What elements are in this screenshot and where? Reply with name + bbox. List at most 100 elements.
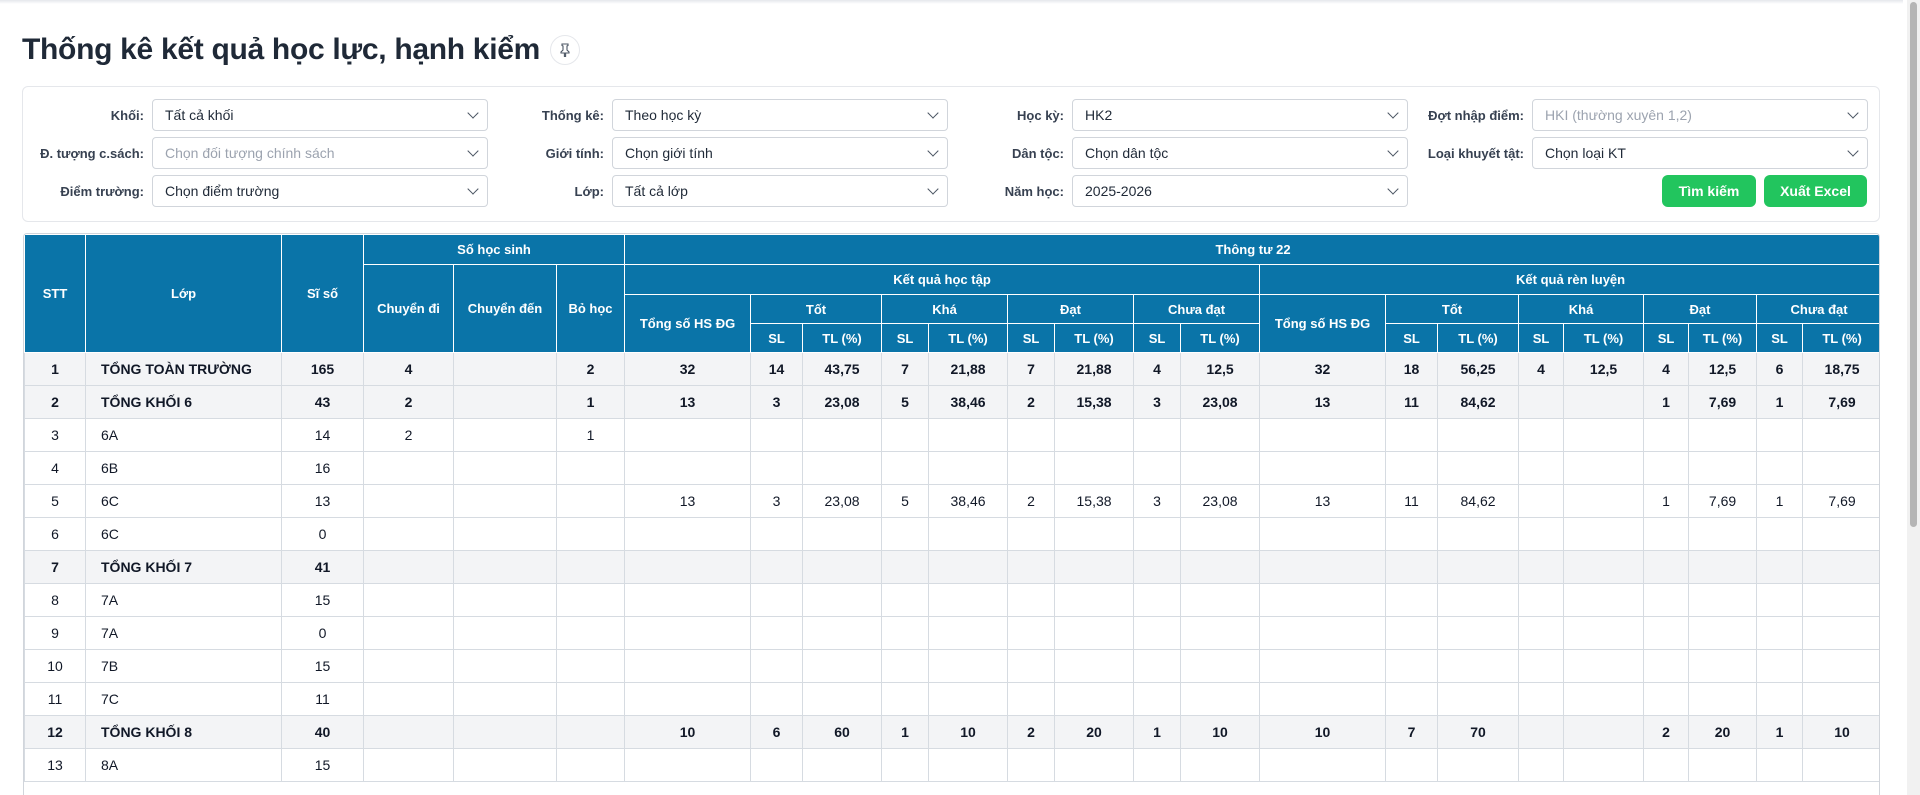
lop-select[interactable]: Tất cả lớp (612, 175, 948, 207)
table-cell: 0 (281, 616, 364, 650)
table-row: 12 TỔNG KHỐI 8 40 10 6 60 1 10 2 20 1 10 10 7 70 2 20 1 10 (24, 715, 1879, 749)
pin-icon[interactable] (550, 35, 580, 65)
table-cell (1518, 484, 1565, 518)
doi-tuong-select[interactable]: Chọn đối tượng chính sách (152, 137, 488, 169)
header-tl: TL (%) (1563, 323, 1645, 353)
lop-label: Lớp: (574, 183, 604, 199)
table-cell (363, 550, 454, 584)
table-cell: TỔNG KHỐI 7 (85, 550, 282, 584)
table-cell (802, 550, 883, 584)
dan-toc-select[interactable]: Chọn dân tộc (1072, 137, 1408, 169)
table-cell (1563, 385, 1645, 419)
header-chuyen-di: Chuyển đi (363, 264, 454, 353)
table-cell (1756, 748, 1804, 782)
table-cell (1054, 517, 1135, 551)
table-cell: 23,08 (802, 484, 883, 518)
stats-table-container: STT Lớp Sĩ số Số học sinh Thông tư 22 Ch… (23, 233, 1880, 795)
table-cell: 15,38 (1054, 385, 1135, 419)
table-cell: 10 (24, 649, 86, 683)
table-cell (1643, 583, 1690, 617)
table-cell (1563, 517, 1645, 551)
thong-ke-value: Theo học kỳ (625, 107, 702, 123)
table-cell (1756, 682, 1804, 716)
table-cell (1133, 451, 1182, 485)
table-cell (1756, 550, 1804, 584)
nam-hoc-select[interactable]: 2025-2026 (1072, 175, 1408, 207)
chevron-down-icon (927, 183, 939, 195)
chevron-down-icon (1387, 107, 1399, 119)
table-cell: 8A (85, 748, 282, 782)
header-chua-dat-hoc-tap: Chưa đạt (1133, 294, 1261, 324)
table-cell (555, 484, 626, 518)
page-header: Thống kê kết quả học lực, hạnh kiểm (22, 30, 580, 70)
table-cell (1259, 517, 1387, 551)
table-row: 3 6A 14 2 1 (24, 418, 1879, 452)
khoi-value: Tất cả khối (165, 107, 234, 123)
export-excel-button[interactable]: Xuất Excel (1764, 175, 1867, 207)
table-cell (1054, 550, 1135, 584)
filter-panel: Khối: Tất cả khối Thống kê: Theo học kỳ … (22, 86, 1880, 222)
table-cell: 21,88 (928, 352, 1009, 386)
header-tl: TL (%) (1054, 323, 1135, 353)
table-cell: 13 (1259, 385, 1387, 419)
diem-truong-value: Chọn điểm trường (165, 183, 280, 199)
scrollbar-thumb[interactable] (1910, 2, 1917, 527)
table-cell (1133, 517, 1182, 551)
table-cell (750, 616, 804, 650)
table-cell: 8 (24, 583, 86, 617)
loai-khuyet-tat-value: Chọn loại KT (1545, 145, 1626, 161)
table-cell (1007, 649, 1056, 683)
table-cell (1563, 715, 1645, 749)
table-cell: 7A (85, 583, 282, 617)
table-cell (1054, 649, 1135, 683)
lop-value: Tất cả lớp (625, 183, 688, 199)
table-cell: 3 (1133, 484, 1182, 518)
khoi-select[interactable]: Tất cả khối (152, 99, 488, 131)
diem-truong-select[interactable]: Chọn điểm trường (152, 175, 488, 207)
table-cell (1054, 682, 1135, 716)
table-cell (802, 616, 883, 650)
table-cell: 1 (24, 352, 86, 386)
table-cell (1518, 616, 1565, 650)
table-cell: 4 (1133, 352, 1182, 386)
table-cell (1437, 517, 1520, 551)
gioi-tinh-select[interactable]: Chọn giới tính (612, 137, 948, 169)
table-cell (1385, 616, 1439, 650)
table-cell (928, 649, 1009, 683)
table-cell (363, 649, 454, 683)
table-row: 1 TỔNG TOÀN TRƯỜNG 165 4 2 32 14 43,75 7 21,88 7 21… (24, 352, 1879, 386)
search-button[interactable]: Tìm kiếm (1662, 175, 1756, 207)
table-body: 1 TỔNG TOÀN TRƯỜNG 165 4 2 32 14 43,75 7 21,88 7 21… (24, 352, 1879, 782)
table-cell: 13 (281, 484, 364, 518)
header-tl: TL (%) (1180, 323, 1261, 353)
table-cell (928, 682, 1009, 716)
table-cell: TỔNG KHỐI 8 (85, 715, 282, 749)
table-cell (555, 715, 626, 749)
doi-tuong-label: Đ. tượng c.sách: (40, 145, 144, 161)
page-scrollbar[interactable] (1907, 0, 1920, 795)
dot-nhap-diem-select[interactable]: HKI (thường xuyên 1,2) (1532, 99, 1868, 131)
table-cell (1133, 616, 1182, 650)
thong-ke-select[interactable]: Theo học kỳ (612, 99, 948, 131)
table-cell: 7 (1007, 352, 1056, 386)
table-cell (1180, 583, 1261, 617)
table-row: 11 7C 11 (24, 682, 1879, 716)
table-cell: 23,08 (1180, 484, 1261, 518)
table-cell (928, 616, 1009, 650)
table-cell: 56,25 (1437, 352, 1520, 386)
table-cell: 6A (85, 418, 282, 452)
table-cell (1007, 451, 1056, 485)
table-cell: 5 (881, 385, 930, 419)
table-cell (881, 616, 930, 650)
table-cell: 11 (281, 682, 364, 716)
table-cell: 5 (24, 484, 86, 518)
header-tot-hoc-tap: Tốt (750, 294, 883, 324)
header-sl: SL (1007, 323, 1056, 353)
table-cell: 7,69 (1688, 385, 1758, 419)
hoc-ky-select[interactable]: HK2 (1072, 99, 1408, 131)
table-cell (750, 550, 804, 584)
loai-khuyet-tat-select[interactable]: Chọn loại KT (1532, 137, 1868, 169)
table-cell (1688, 451, 1758, 485)
table-cell (928, 517, 1009, 551)
table-cell: 38,46 (928, 385, 1009, 419)
